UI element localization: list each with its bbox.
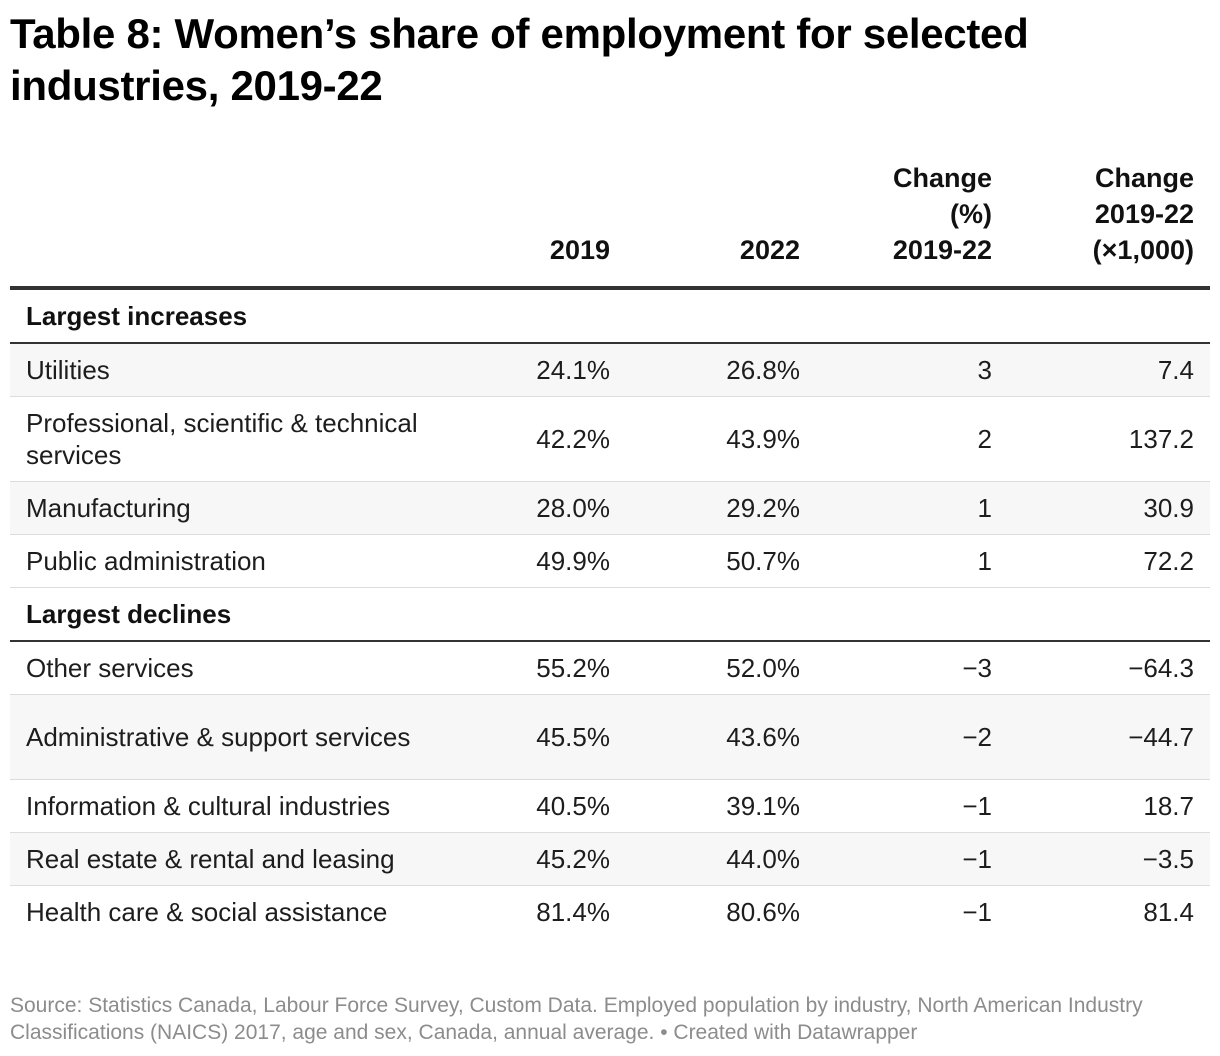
value-2022: 26.8% [626, 343, 816, 397]
value-change-pct: −3 [816, 641, 1008, 695]
header-row: 2019 2022 Change (%) 2019-22 Change 2019… [10, 160, 1210, 290]
value-2019: 24.1% [450, 343, 626, 397]
value-2022: 43.6% [626, 694, 816, 780]
value-change-pct: 1 [816, 481, 1008, 535]
employment-table: 2019 2022 Change (%) 2019-22 Change 2019… [10, 160, 1210, 938]
value-2019: 45.2% [450, 832, 626, 886]
value-change-pct: 2 [816, 396, 1008, 482]
header-industry [10, 160, 450, 290]
table-row: Information & cultural industries 40.5% … [10, 779, 1210, 833]
value-2019: 28.0% [450, 481, 626, 535]
value-2019: 42.2% [450, 396, 626, 482]
industry-name: Other services [10, 641, 450, 695]
table-row: Other services 55.2% 52.0% −3 −64.3 [10, 641, 1210, 695]
industry-name: Public administration [10, 534, 450, 588]
table-row: Real estate & rental and leasing 45.2% 4… [10, 832, 1210, 886]
table-row: Public administration 49.9% 50.7% 1 72.2 [10, 534, 1210, 588]
value-change-pct: −2 [816, 694, 1008, 780]
table-title: Table 8: Women’s share of employment for… [10, 10, 1029, 109]
value-2022: 80.6% [726, 897, 800, 927]
table-row: Health care & social assistance 81.4% 80… [10, 886, 1210, 939]
value-2019: 45.5% [450, 694, 626, 780]
value-2022: 29.2% [626, 481, 816, 535]
industry-name: Real estate & rental and leasing [10, 832, 450, 886]
value-2019: 40.5% [450, 779, 626, 833]
value-2022: 43.9% [626, 396, 816, 482]
value-change-abs: 7.4 [1008, 343, 1210, 397]
group-label: Largest increases [10, 288, 1210, 344]
industry-name: Utilities [10, 343, 450, 397]
table-row: Utilities 24.1% 26.8% 3 7.4 [10, 343, 1210, 397]
value-change-abs: 18.7 [1008, 779, 1210, 833]
group-row-increases: Largest increases [10, 288, 1210, 344]
header-2019: 2019 [450, 160, 626, 290]
industry-name: Manufacturing [10, 481, 450, 535]
source-note: Source: Statistics Canada, Labour Force … [10, 994, 1143, 1044]
value-2019: 81.4% [536, 897, 610, 927]
value-change-pct: −1 [816, 832, 1008, 886]
value-change-pct: −1 [962, 897, 992, 927]
value-2019: 49.9% [450, 534, 626, 588]
value-change-abs: 72.2 [1008, 534, 1210, 588]
group-row-declines: Largest declines [10, 587, 1210, 642]
value-2022: 52.0% [626, 641, 816, 695]
header-change-pct: Change (%) 2019-22 [816, 160, 1008, 290]
value-change-pct: −1 [816, 779, 1008, 833]
value-change-abs: −64.3 [1008, 641, 1210, 695]
value-change-abs: 137.2 [1008, 396, 1210, 482]
industry-name: Health care & social assistance [26, 897, 388, 927]
value-2022: 39.1% [626, 779, 816, 833]
table-row: Manufacturing 28.0% 29.2% 1 30.9 [10, 481, 1210, 535]
value-change-pct: 3 [816, 343, 1008, 397]
table-row: Professional, scientific & technical ser… [10, 396, 1210, 482]
value-change-abs: −44.7 [1008, 694, 1210, 780]
industry-name: Administrative & support services [10, 694, 450, 780]
value-change-abs: 30.9 [1008, 481, 1210, 535]
table-row: Administrative & support services 45.5% … [10, 694, 1210, 780]
value-change-abs: 81.4 [1143, 897, 1194, 927]
value-2022: 50.7% [626, 534, 816, 588]
industry-name: Information & cultural industries [10, 779, 450, 833]
value-2019: 55.2% [450, 641, 626, 695]
header-change-abs: Change 2019-22 (×1,000) [1008, 160, 1210, 290]
group-label: Largest declines [10, 587, 1210, 642]
value-change-pct: 1 [816, 534, 1008, 588]
value-change-abs: −3.5 [1008, 832, 1210, 886]
industry-name: Professional, scientific & technical ser… [10, 396, 450, 482]
value-2022: 44.0% [626, 832, 816, 886]
header-2022: 2022 [626, 160, 816, 290]
